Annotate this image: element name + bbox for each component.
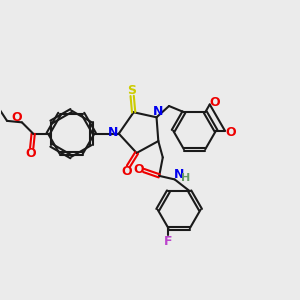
Text: O: O xyxy=(122,165,132,178)
Text: S: S xyxy=(127,84,136,97)
Text: N: N xyxy=(108,126,118,139)
Text: H: H xyxy=(181,173,190,183)
Text: O: O xyxy=(133,163,144,176)
Text: O: O xyxy=(210,96,220,110)
Text: O: O xyxy=(225,126,236,139)
Text: N: N xyxy=(174,168,184,181)
Text: F: F xyxy=(164,236,173,248)
Text: O: O xyxy=(11,110,22,124)
Text: N: N xyxy=(153,106,163,118)
Text: O: O xyxy=(25,147,35,161)
